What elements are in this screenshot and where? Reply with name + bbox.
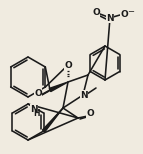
Text: O: O — [64, 61, 72, 69]
Polygon shape — [42, 108, 63, 132]
Text: O: O — [34, 89, 42, 97]
Polygon shape — [49, 82, 68, 92]
Text: O: O — [120, 10, 128, 18]
Text: −: − — [128, 8, 135, 16]
Text: N: N — [30, 105, 38, 113]
Text: O: O — [86, 109, 94, 118]
Text: N: N — [80, 91, 88, 99]
Text: N: N — [106, 14, 114, 22]
Text: O: O — [92, 8, 100, 16]
Text: H: H — [33, 109, 39, 118]
